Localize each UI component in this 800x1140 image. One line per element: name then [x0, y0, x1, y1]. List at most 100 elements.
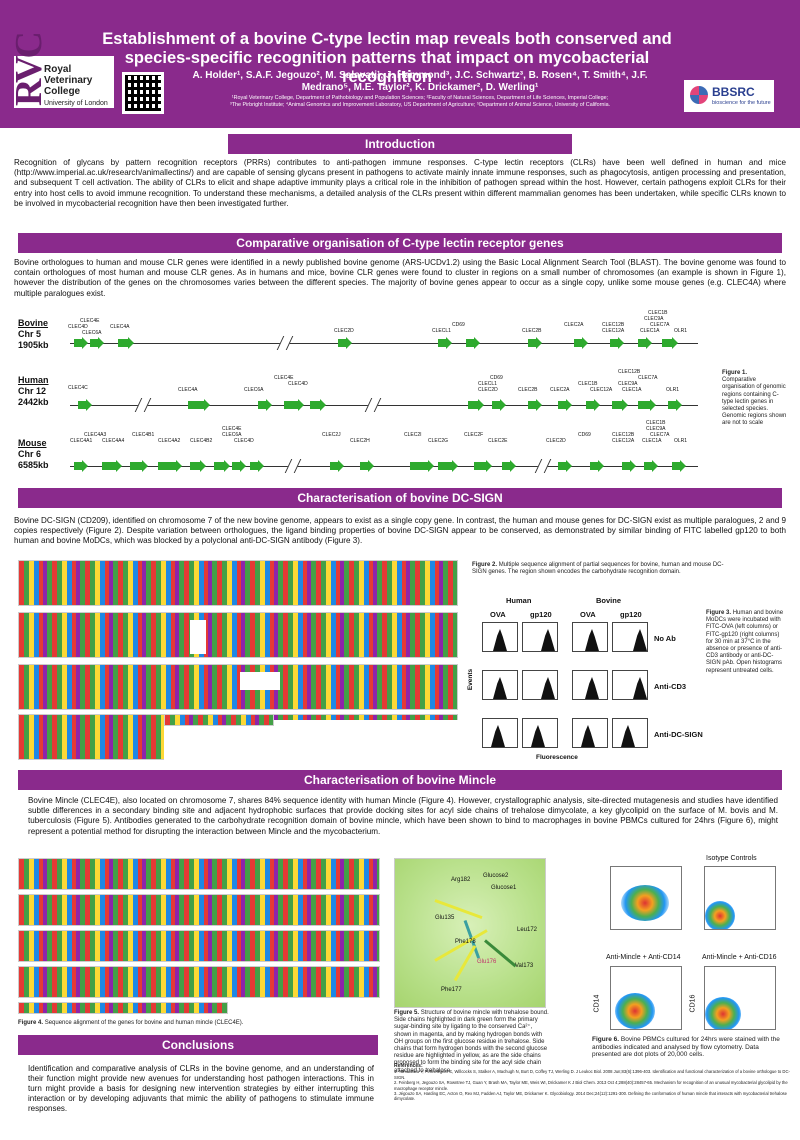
comparative-text: Bovine orthologues to human and mouse CL… [14, 258, 786, 298]
figure-6-text: Bovine PBMCs cultured for 24hrs were sta… [592, 1036, 780, 1059]
gene-arrow [190, 460, 206, 472]
genome-chr-bovine: Chr 5 [18, 329, 42, 339]
gene-label: CLEC12B [612, 432, 635, 438]
flow-histogram [612, 718, 648, 748]
gene-arrow [668, 399, 682, 411]
figure-3-caption: Figure 3. Human and bovine MoDCs were in… [706, 610, 786, 675]
rvc-logo-letters: RVC [8, 34, 50, 106]
flow-histogram [522, 622, 558, 652]
flow-histogram [482, 670, 518, 700]
gene-label: CLEC2J [322, 432, 341, 438]
genome-map-human: Human Chr 12 2442kb CLEC4C CLEC4A CLEC6A… [18, 369, 698, 427]
gene-label: CLEC1B [648, 310, 668, 316]
gene-label: CLEC4D [288, 381, 308, 387]
gene-label: CLEC4E [274, 375, 294, 381]
gene-label: CLEC9A [646, 426, 666, 432]
gene-label: CLEC12B [602, 322, 625, 328]
gene-arrow [644, 460, 658, 472]
gene-arrow [74, 460, 88, 472]
flow-x-label: Fluorescence [536, 754, 578, 761]
mincle-alignment-block-2 [18, 894, 380, 926]
flow-col-ova: OVA [490, 610, 506, 619]
gene-arrow [558, 399, 572, 411]
dcsign-alignment-block-1 [18, 560, 458, 606]
references-heading: References: [394, 1063, 423, 1069]
genome-chr-human: Chr 12 [18, 386, 47, 396]
gene-label: CLEC1A [642, 438, 662, 444]
gene-arrow [528, 337, 542, 349]
gene-arrow [118, 337, 134, 349]
mincle-structure-image: Arg182 Glucose2 Glucose1 Glu135 Leu172 P… [394, 858, 546, 1008]
genome-label-mouse: Mouse Chr 6 6585kb [18, 438, 49, 471]
flow-histogram [522, 670, 558, 700]
rvc-logo-sub: University of London [44, 100, 108, 107]
affiliations-line-1: ¹Royal Veterinary College, Department of… [231, 95, 609, 101]
gene-arrow [410, 460, 434, 472]
dot-plot-cd14 [610, 966, 682, 1030]
reference-item: 2. Feinberg H, Jegouzo SA, Rowntree TJ, … [394, 1080, 788, 1091]
bbsrc-name: BBSRC [712, 85, 755, 99]
figure-1-caption: Figure 1. Comparative organisation of ge… [722, 370, 788, 428]
gene-label: CLEC4A3 [84, 432, 107, 438]
gene-label: CD69 [452, 322, 465, 328]
genome-map-mouse: Mouse Chr 6 6585kb CLEC4A3 CLEC4A1 CLEC4… [18, 420, 698, 484]
gene-label: CLEC4C [68, 385, 88, 391]
gene-arrow [90, 337, 104, 349]
gene-arrow [474, 460, 492, 472]
flow-histogram [482, 622, 518, 652]
gene-arrow [438, 337, 452, 349]
gene-label: CLECL1 [478, 381, 497, 387]
poster-authors: A. Holder¹, S.A.F. Jegouzo², M. Salavati… [192, 70, 648, 93]
gene-label: CLEC2G [428, 438, 449, 444]
reference-item: 3. Jégouzo SA, Harding EC, Acton O, Rex … [394, 1091, 787, 1102]
dot-plot-cd16 [704, 966, 776, 1030]
gene-label: CLEC2B [522, 328, 542, 334]
mincle-alignment-block-4 [18, 966, 380, 998]
gene-label: CLEC1A [622, 387, 642, 393]
genome-species-bovine: Bovine [18, 318, 49, 328]
gene-arrow [638, 399, 656, 411]
conclusions-text: Identification and comparative analysis … [28, 1064, 374, 1113]
gene-label: CLEC12A [602, 328, 625, 334]
gene-label: CLEC4A1 [70, 438, 93, 444]
flow-species-human: Human [506, 596, 532, 605]
residue-label: Glucose2 [483, 873, 509, 879]
mincle-alignment-block-1 [18, 858, 380, 890]
figure-5-text: Structure of bovine mincle with trehalos… [394, 1010, 549, 1074]
gene-arrow [492, 399, 506, 411]
figure-4-text: Sequence alignment of the genes for bovi… [44, 1020, 244, 1026]
genome-label-bovine: Bovine Chr 5 1905kb [18, 318, 49, 351]
flow-histogram [522, 718, 558, 748]
plot-axis-cd16: CD16 [689, 994, 697, 1013]
flow-row-anti-dc-sign: Anti-DC-SIGN [654, 730, 703, 739]
gene-arrow [250, 460, 264, 472]
gene-label: CLEC4E [80, 318, 100, 324]
gene-arrow [232, 460, 246, 472]
intro-text: Recognition of glycans by pattern recogn… [14, 158, 786, 208]
residue-label: Leu172 [517, 927, 538, 933]
flow-histogram [572, 718, 608, 748]
gene-label: CLEC4A2 [158, 438, 181, 444]
genome-chr-mouse: Chr 6 [18, 449, 42, 459]
genome-size-mouse: 6585kb [18, 460, 49, 470]
poster-affiliations: ¹Royal Veterinary College, Department of… [170, 95, 670, 109]
residue-label: Glu135 [435, 915, 455, 921]
gene-arrow [558, 460, 572, 472]
gene-arrow [622, 460, 636, 472]
gene-arrow [638, 337, 652, 349]
genome-size-bovine: 1905kb [18, 340, 49, 350]
gene-label: CLEC2D [546, 438, 566, 444]
gene-label: CLEC9A [644, 316, 664, 322]
gene-arrow [468, 399, 484, 411]
gene-label: CLEC4A4 [102, 438, 125, 444]
gene-label: CLEC2B [518, 387, 538, 393]
mincle-text: Bovine Mincle (CLEC4E), also located on … [28, 796, 778, 836]
gene-label: CLEC2F [464, 432, 484, 438]
flow-histogram [572, 622, 608, 652]
gene-arrow [438, 460, 458, 472]
figure-3-text: Human and bovine MoDCs were incubated wi… [706, 610, 784, 674]
chromosome-line [70, 343, 698, 344]
bbsrc-mark-icon [690, 86, 708, 104]
gene-arrow [102, 460, 122, 472]
bbsrc-tagline: bioscience for the future [712, 100, 771, 106]
